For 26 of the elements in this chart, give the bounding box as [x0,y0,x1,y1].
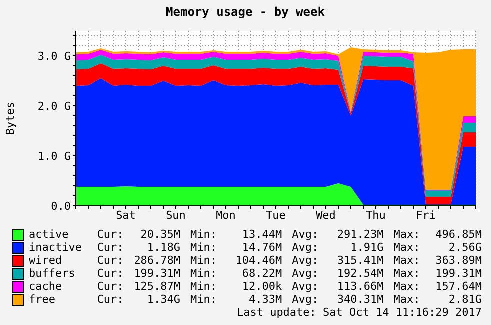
y-tick-label: 3.0 G [38,50,71,63]
y-tick-label: 0.0 [51,200,71,213]
y-axis-title: Bytes [4,102,17,136]
legend-label: cache [29,280,64,293]
legend-label: wired [29,254,64,267]
text: Cur: 286.78M Min: 104.46M Avg: 315.41M Max: 363.89M [97,254,482,267]
text: Cur: 125.87M Min: 12.00k Avg: 113.66M Max: 157.64M [97,280,482,293]
legend-label: active [29,228,70,241]
text: Cur: 1.34G Min: 4.33M Avg: 340.31M Max: 2.81G [97,293,482,306]
x-tick-label: Sun [166,208,186,222]
x-tick-label: Tue [266,208,286,222]
x-tick-label: Thu [366,208,386,222]
x-tick-label: Fri [416,208,436,222]
text: Cur: 20.35M Min: 13.44M Avg: 291.23M Max: 496.85M [97,228,482,241]
x-tick-label: Sat [116,208,136,222]
y-tick-label: 2.0 G [38,100,71,113]
x-tick-label: Mon [216,208,236,222]
y-tick-label: 1.0 G [38,150,71,163]
x-tick-label: Wed [316,208,336,222]
text: Cur: 199.31M Min: 68.22M Avg: 192.54M Max: 199.31M [97,267,482,280]
legend-label: free [29,293,56,306]
legend-label: buffers [29,267,76,280]
text: Last update: Sat Oct 14 11:16:29 2017 [236,306,482,319]
chart-title: Memory usage - by week [165,5,326,19]
text: Cur: 1.18G Min: 14.76M Avg: 1.91G Max: 2.56G [97,241,482,254]
legend-label: inactive [29,241,83,254]
